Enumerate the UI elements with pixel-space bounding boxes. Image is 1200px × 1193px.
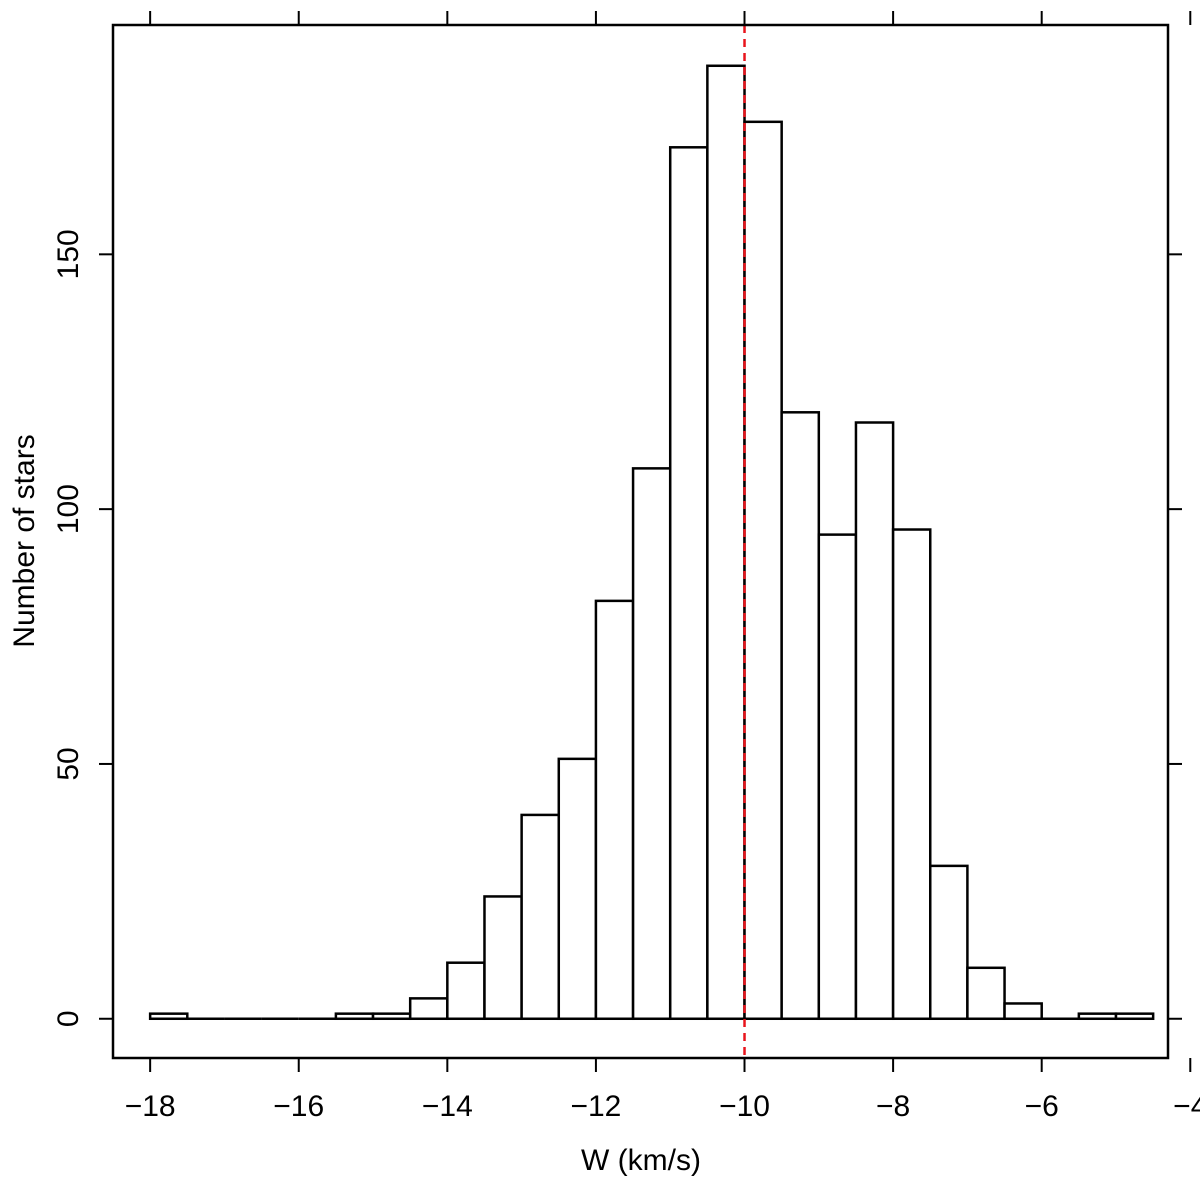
- histogram-bar: [891, 528, 932, 1021]
- histogram-bar: [371, 1012, 412, 1021]
- x-tick-label: −16: [273, 1090, 324, 1123]
- y-tick-label: 0: [52, 1010, 85, 1027]
- histogram-bar: [668, 146, 709, 1021]
- y-tick-label: 50: [52, 747, 85, 780]
- plot-frame: [111, 23, 1170, 1060]
- histogram-bar: [148, 1012, 189, 1021]
- histogram-bar: [1003, 1002, 1043, 1021]
- histogram-bar: [1077, 1012, 1118, 1021]
- histogram-bar: [334, 1012, 375, 1021]
- histogram-bar: [594, 599, 635, 1021]
- x-tick-label: −12: [570, 1090, 621, 1123]
- x-tick-label: −14: [422, 1090, 473, 1123]
- bars-layer: [148, 64, 1155, 1021]
- histogram-bar: [446, 961, 486, 1021]
- histogram-bar: [483, 895, 523, 1021]
- histogram-bar: [520, 813, 561, 1021]
- x-tick-label: −8: [876, 1090, 910, 1123]
- histogram-bar: [408, 997, 449, 1021]
- x-axis-label: W (km/s): [581, 1144, 701, 1177]
- histogram-bar: [631, 467, 672, 1021]
- x-tick-label: −4: [1173, 1090, 1200, 1123]
- histogram-bar: [1114, 1012, 1155, 1021]
- y-tick-label: 100: [52, 484, 85, 534]
- histogram-bar: [706, 64, 746, 1021]
- histogram-bar: [780, 411, 821, 1021]
- axes-layer: −18 −16 −14 −12 −10 −8 −6 −4 0 50 100 150: [52, 11, 1200, 1123]
- histogram-bar: [966, 966, 1006, 1021]
- x-tick-label: −10: [719, 1090, 770, 1123]
- histogram-bar: [854, 421, 895, 1021]
- histogram-bar: [929, 864, 969, 1021]
- x-tick-label: −18: [125, 1090, 176, 1123]
- x-tick-label: −6: [1025, 1090, 1059, 1123]
- histogram-bar: [557, 757, 598, 1021]
- histogram-bar: [817, 533, 858, 1021]
- y-tick-label: 150: [52, 229, 85, 279]
- histogram-bar: [743, 120, 783, 1021]
- y-axis-label: Number of stars: [8, 434, 41, 647]
